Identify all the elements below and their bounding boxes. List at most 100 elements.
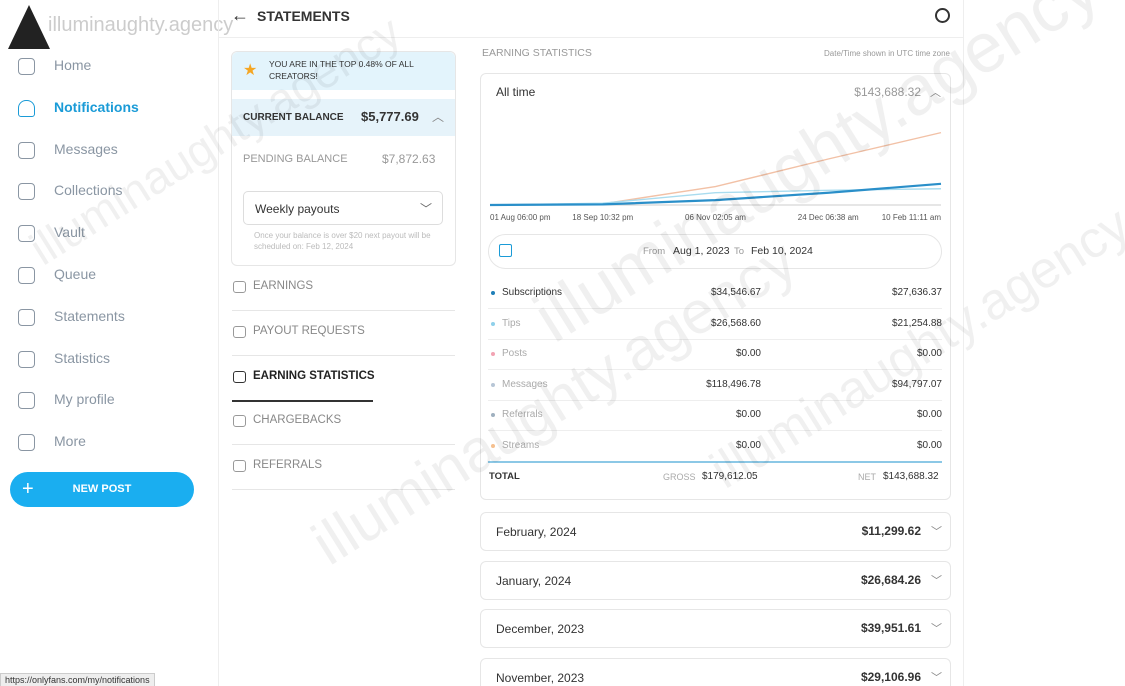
month-caret: ﹀	[931, 526, 942, 538]
menu-item[interactable]: PAYOUT REQUESTS	[253, 324, 365, 337]
nav-item[interactable]: Vault	[54, 224, 85, 241]
series-line	[489, 182, 942, 207]
menu-item[interactable]: CHARGEBACKS	[253, 414, 342, 427]
month-name: December, 2023	[496, 622, 585, 636]
row-net: $27,636.37	[891, 287, 942, 298]
row-net: $94,797.07	[891, 378, 942, 390]
nav-item[interactable]: Queue	[54, 266, 97, 282]
month-caret: ﹀	[931, 574, 942, 587]
row-dot	[491, 413, 495, 418]
month-card[interactable]: January, 2024 $26,684.26 ﹀	[480, 560, 951, 600]
menu-icon[interactable]	[233, 460, 246, 473]
menu-icon[interactable]	[233, 281, 246, 293]
new-post-button[interactable]: + NEW POST	[10, 472, 194, 507]
month-name: January, 2024	[496, 573, 572, 588]
new-post-label: NEW POST	[72, 483, 132, 495]
nav-item[interactable]: More	[54, 433, 86, 450]
stats-card	[480, 73, 951, 500]
menu-separator	[232, 310, 455, 311]
row-gross: $0.00	[735, 409, 761, 421]
caret[interactable]: ︿	[432, 110, 445, 124]
menu-active-underline	[232, 399, 373, 402]
nav-item[interactable]: Home	[54, 57, 92, 73]
month-card[interactable]: February, 2024 $11,299.62 ﹀	[480, 512, 951, 551]
nav-icon[interactable]	[18, 58, 35, 75]
menu-icon[interactable]	[233, 415, 246, 428]
from-date: Aug 1, 2023	[673, 245, 730, 257]
row-dot	[491, 352, 495, 357]
row-gross: $118,496.78	[706, 378, 761, 390]
nav-item[interactable]: Notifications	[54, 98, 139, 115]
month-value: $39,951.61	[860, 621, 921, 635]
x-tick-label: 24 Dec 06:38 am	[798, 213, 859, 222]
nav-icon[interactable]	[18, 225, 35, 243]
row-dot	[491, 382, 495, 387]
status-url: https://onlyfans.com/my/notifications	[0, 673, 155, 686]
tz-note: Date/Time shown in UTC time zone	[824, 49, 950, 58]
month-card[interactable]: December, 2023 $39,951.61 ﹀	[480, 609, 951, 648]
row-net: $0.00	[916, 409, 942, 421]
nav-item[interactable]: Statistics	[54, 349, 111, 366]
row-separator	[488, 430, 942, 432]
pending-value: $7,872.63	[382, 152, 436, 166]
header-line	[219, 37, 964, 38]
payout-note: Once your balance is over $20 next payou…	[254, 231, 431, 251]
menu-icon[interactable]	[233, 325, 246, 338]
x-tick-label: 01 Aug 06:00 pm	[490, 213, 551, 222]
menu-item[interactable]: REFERRALS	[253, 459, 323, 472]
help-icon[interactable]	[935, 8, 950, 23]
row-separator	[488, 461, 942, 463]
total-label: TOTAL	[489, 471, 520, 482]
notice-text: YOU ARE IN THE TOP 0.48% OF ALL CREATORS…	[269, 59, 414, 81]
nav-item[interactable]: Statements	[54, 307, 125, 324]
menu-separator	[232, 489, 455, 491]
row-dot	[491, 321, 495, 326]
nav-icon[interactable]	[18, 434, 35, 452]
pending-label: PENDING BALANCE	[243, 153, 348, 165]
earnings-chart: 01 Aug 06:00 pm 18 Sep 10:32 pm 06 Nov 02:…	[489, 131, 942, 222]
row-separator	[488, 338, 942, 340]
right-divider	[963, 0, 964, 686]
menu-separator	[232, 354, 455, 356]
month-caret: ﹀	[931, 623, 942, 635]
back-arrow[interactable]: ←	[231, 5, 249, 25]
x-tick-label: 06 Nov 02:05 am	[685, 213, 746, 222]
period-caret[interactable]: ︿	[930, 87, 941, 99]
menu-item[interactable]: EARNING STATISTICS	[253, 369, 375, 382]
month-value: $29,106.96	[860, 669, 921, 684]
nav-item[interactable]: Collections	[54, 182, 123, 199]
range-pill[interactable]	[488, 234, 942, 269]
period: All time	[496, 85, 536, 99]
month-caret: ﹀	[931, 671, 942, 684]
x-tick-label: 18 Sep 10:32 pm	[572, 213, 633, 222]
nav-icon[interactable]	[18, 350, 35, 368]
nav-icon[interactable]	[18, 267, 35, 284]
row-name: Messages	[502, 378, 548, 390]
calendar-icon	[499, 244, 512, 257]
nav-icon[interactable]	[18, 183, 35, 201]
month-name: November, 2023	[496, 670, 585, 685]
nav-item[interactable]: Messages	[54, 140, 118, 157]
payout-select[interactable]: Weekly payouts ﹀	[243, 191, 443, 225]
month-card[interactable]: November, 2023 $29,106.96 ﹀	[480, 657, 951, 686]
month-name: February, 2024	[496, 525, 577, 539]
row-name: Referrals	[502, 409, 543, 421]
current-label: CURRENT BALANCE	[243, 112, 344, 123]
nav-icon[interactable]	[18, 141, 35, 159]
select-caret: ﹀	[420, 202, 433, 216]
x-tick-label: 10 Feb 11:11 am	[882, 213, 942, 222]
gross-label: GROSS	[663, 472, 696, 482]
nav-icon[interactable]	[18, 392, 35, 410]
row-gross: $0.00	[735, 348, 761, 360]
menu-icon[interactable]	[233, 370, 246, 383]
nav-icon[interactable]	[18, 99, 35, 117]
menu-item[interactable]: EARNINGS	[253, 280, 314, 292]
nav-item[interactable]: My profile	[54, 391, 115, 408]
row-dot	[491, 291, 495, 295]
gross-total: $179,612.05	[702, 471, 758, 482]
net-total: $143,688.32	[883, 471, 939, 482]
row-name: Tips	[502, 317, 521, 329]
from-label: From	[643, 246, 666, 257]
nav-icon[interactable]	[18, 308, 35, 326]
